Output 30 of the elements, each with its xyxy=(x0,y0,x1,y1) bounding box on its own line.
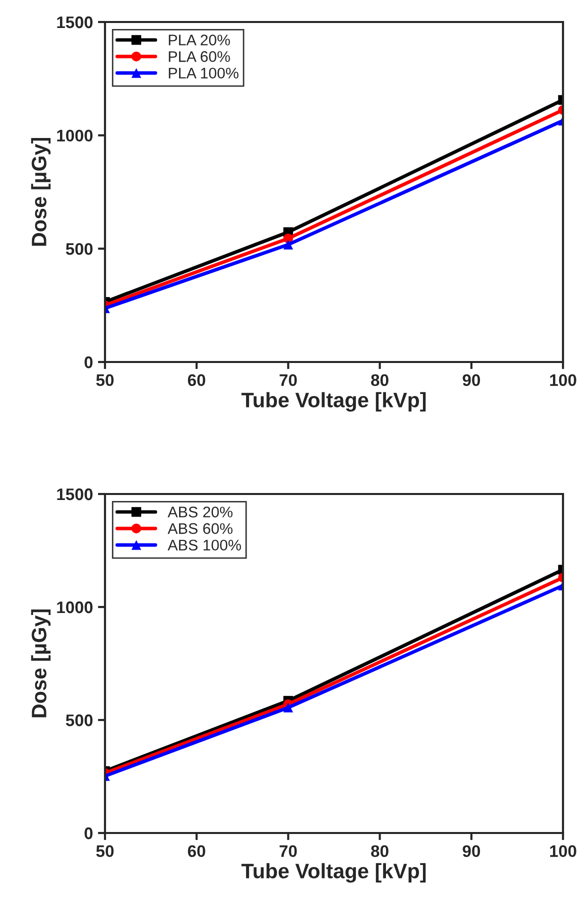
legend-label: PLA 20% xyxy=(168,34,230,46)
x-tick-label: 70 xyxy=(280,845,297,858)
x-axis-title: Tube Voltage [kVp] xyxy=(241,392,426,412)
x-tick-label: 70 xyxy=(280,374,297,386)
x-tick-label: 60 xyxy=(188,845,206,858)
x-tick-label: 60 xyxy=(188,374,206,386)
x-axis-title: Tube Voltage [kVp] xyxy=(241,863,426,883)
x-tick-label: 90 xyxy=(462,374,480,386)
y-tick-label: 0 xyxy=(84,827,93,840)
legend-label: ABS 100% xyxy=(168,540,241,551)
x-tick-label: 80 xyxy=(371,374,388,386)
x-tick-label: 80 xyxy=(371,845,388,858)
legend-label: PLA 100% xyxy=(168,68,238,79)
legend-label: PLA 60% xyxy=(168,51,230,62)
y-axis-title: Dose [µGy] xyxy=(31,609,51,718)
y-tick-label: 500 xyxy=(66,714,93,726)
y-tick-label: 1500 xyxy=(57,488,93,500)
y-tick-label: 1000 xyxy=(57,601,93,614)
legend-label: ABS 60% xyxy=(168,523,232,534)
y-tick-label: 1500 xyxy=(57,16,93,28)
x-tick-label: 100 xyxy=(550,845,576,858)
y-tick-label: 0 xyxy=(84,356,93,368)
x-tick-label: 50 xyxy=(96,374,114,386)
y-axis-title: Dose [µGy] xyxy=(31,138,51,246)
y-tick-label: 500 xyxy=(66,243,93,255)
x-tick-label: 100 xyxy=(550,374,576,386)
x-tick-label: 90 xyxy=(462,845,480,858)
x-tick-label: 50 xyxy=(96,845,114,858)
legend-label: ABS 20% xyxy=(168,506,232,518)
y-tick-label: 1000 xyxy=(57,130,93,142)
